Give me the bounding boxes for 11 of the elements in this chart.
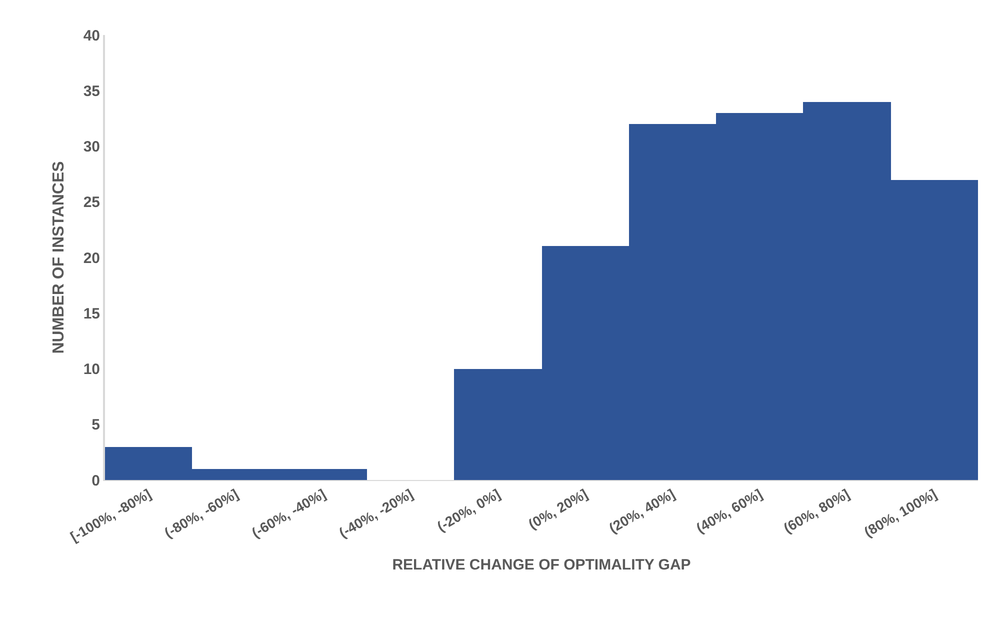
y-tick-label: 25: [83, 194, 100, 212]
y-tick-label: 15: [83, 305, 100, 322]
y-axis-title: NUMBER OF INSTANCES: [50, 160, 68, 354]
y-tick-label: 35: [83, 82, 100, 100]
y-tick-label: 30: [83, 138, 100, 156]
y-tick-label: 0: [92, 472, 100, 490]
y-tick-label: 40: [83, 27, 100, 44]
y-tick-label: 5: [92, 416, 100, 434]
y-tick-label: 20: [83, 250, 100, 267]
x-axis-title: RELATIVE CHANGE OF OPTIMALITY GAP: [392, 556, 691, 574]
y-tick-label: 10: [83, 361, 100, 378]
